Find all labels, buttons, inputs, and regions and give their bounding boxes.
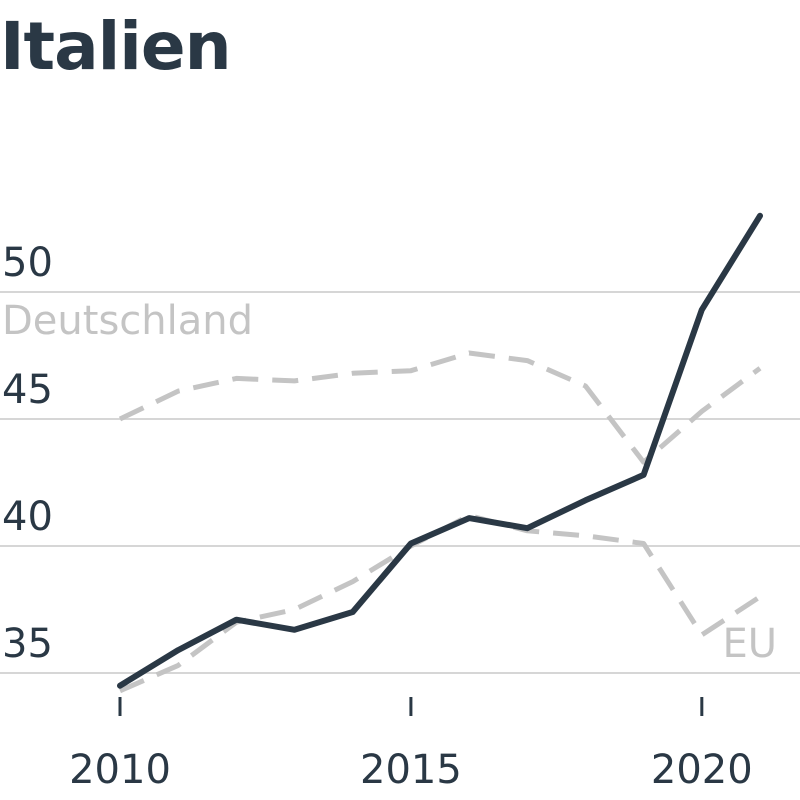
x-axis-ticks: 2010 2015 2020 — [69, 697, 753, 793]
series-labels: Deutschland EU — [2, 298, 777, 667]
x-tick-label-2015: 2015 — [360, 747, 462, 793]
y-tick-label-45: 45 — [2, 367, 53, 413]
x-tick-label-2020: 2020 — [651, 747, 753, 793]
series-lines — [117, 212, 763, 694]
y-tick-label-50: 50 — [2, 240, 53, 286]
series-line-italy — [117, 212, 763, 689]
series-label-eu: EU — [722, 621, 777, 667]
series-line-germany — [118, 350, 762, 465]
y-tick-label-35: 35 — [2, 621, 53, 667]
x-tick-label-2010: 2010 — [69, 747, 171, 793]
series-label-germany: Deutschland — [2, 298, 253, 344]
y-tick-label-40: 40 — [2, 494, 53, 540]
chart-title: Italien — [0, 8, 232, 85]
y-axis-ticks: 35 40 45 50 — [2, 240, 53, 667]
series-line-eu — [119, 513, 762, 694]
grid-lines — [0, 291, 800, 674]
